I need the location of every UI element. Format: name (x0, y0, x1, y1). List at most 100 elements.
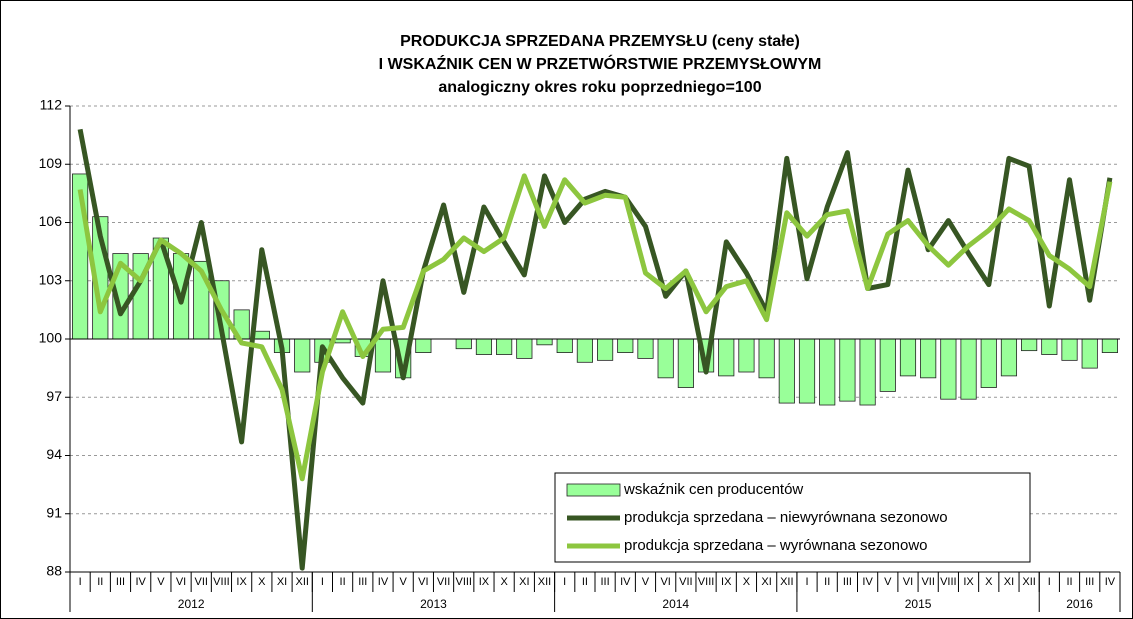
bar (374, 338, 392, 373)
x-tick-label: III (358, 576, 367, 588)
bar (819, 338, 836, 406)
y-tick-label: 112 (40, 97, 63, 113)
x-tick-label: XI (519, 576, 529, 588)
x-tick-label: I (79, 576, 82, 588)
legend-label: wskaźnik cen producentów (623, 481, 803, 498)
bar (899, 338, 917, 377)
x-tick-label: VIII (213, 576, 230, 588)
x-tick-label: VI (176, 576, 186, 588)
y-tick-label: 103 (39, 271, 63, 287)
x-tick-label: V (884, 576, 892, 588)
bar (637, 338, 654, 359)
bar (536, 338, 553, 346)
y-tick-label: 109 (39, 155, 63, 171)
chart-title: PRODUKCJA SPRZEDANA PRZEMYSŁU (ceny stał… (400, 33, 800, 50)
x-tick-label: VI (660, 576, 670, 588)
x-tick-label: IX (479, 576, 490, 588)
bar (597, 338, 614, 361)
bar (940, 338, 957, 400)
x-tick-label: IV (135, 576, 146, 588)
bar (1041, 338, 1058, 355)
legend: wskaźnik cen producentów produkcja sprzed… (554, 472, 1031, 563)
bar (677, 338, 694, 388)
bar (294, 338, 311, 373)
bar (1101, 338, 1118, 353)
legend-swatch (566, 483, 621, 497)
x-tick-label: I (563, 576, 566, 588)
year-label: 2016 (1066, 597, 1093, 611)
bar (738, 338, 755, 373)
x-tick-label: III (116, 576, 125, 588)
legend-label: produkcja sprzedana – niewyrównana sezon… (624, 509, 948, 526)
bar (576, 338, 593, 363)
x-tick-label: VI (903, 576, 913, 588)
bar (556, 338, 573, 353)
y-tick-label: 97 (46, 388, 62, 404)
y-tick-label: 94 (46, 446, 62, 462)
x-tick-label: VII (679, 576, 692, 588)
x-tick-label: II (1066, 576, 1072, 588)
legend-label: produkcja sprzedana – wyrównana sezonowo (624, 537, 928, 554)
year-label: 2014 (662, 597, 689, 611)
bar (415, 338, 432, 353)
bar (1081, 338, 1098, 369)
bar (475, 338, 493, 355)
x-tick-label: V (400, 576, 408, 588)
x-tick-label: IX (236, 576, 247, 588)
chart-title: I WSKAŹNIK CEN W PRZETWÓRSTWIE PRZEMYSŁO… (379, 54, 822, 73)
y-tick-label: 91 (46, 504, 62, 520)
x-tick-label: IX (963, 576, 974, 588)
x-tick-label: I (1048, 576, 1051, 588)
bar (980, 338, 997, 388)
bar (960, 338, 977, 400)
x-tick-label: IV (620, 576, 631, 588)
bar (1021, 338, 1038, 352)
x-tick-label: IX (721, 576, 732, 588)
year-label: 2012 (178, 597, 205, 611)
x-tick-label: II (582, 576, 588, 588)
x-tick-label: V (157, 576, 165, 588)
legend-box (554, 472, 1031, 563)
bar (879, 338, 896, 392)
bar (1061, 338, 1078, 361)
line (77, 173, 1113, 482)
bar (839, 338, 856, 402)
bar (516, 338, 533, 359)
x-tick-label: IV (1105, 576, 1116, 588)
bar (758, 338, 775, 379)
x-tick-label: II (97, 576, 103, 588)
x-tick-label: VI (418, 576, 428, 588)
bar (253, 330, 270, 340)
x-tick-label: V (642, 576, 650, 588)
x-tick-label: XII (1022, 576, 1035, 588)
x-tick-label: X (258, 576, 266, 588)
x-tick-label: VII (195, 576, 208, 588)
x-tick-label: II (824, 576, 830, 588)
bar (657, 338, 674, 379)
y-tick-label: 88 (46, 563, 62, 579)
x-tick-label: X (500, 576, 508, 588)
bar (859, 338, 876, 406)
x-tick-label: VIII (940, 576, 957, 588)
x-tick-label: I (321, 576, 324, 588)
bar (617, 338, 634, 353)
x-tick-label: I (805, 576, 808, 588)
year-label: 2015 (905, 597, 932, 611)
bar (798, 338, 816, 404)
chart-subtitle: analogiczny okres roku poprzedniego=100 (438, 79, 761, 96)
x-tick-label: IV (378, 576, 389, 588)
bar (496, 338, 513, 355)
x-tick-label: XII (295, 576, 308, 588)
x-tick-label: X (985, 576, 993, 588)
bar (920, 338, 937, 379)
x-tick-label: III (843, 576, 852, 588)
x-tick-label: XI (761, 576, 771, 588)
bar (718, 338, 735, 377)
x-tick-label: VIII (698, 576, 715, 588)
y-tick-label: 106 (39, 213, 63, 229)
x-tick-label: IV (862, 576, 873, 588)
bar (455, 338, 472, 350)
x-tick-label: III (601, 576, 610, 588)
x-tick-label: XI (1004, 576, 1014, 588)
